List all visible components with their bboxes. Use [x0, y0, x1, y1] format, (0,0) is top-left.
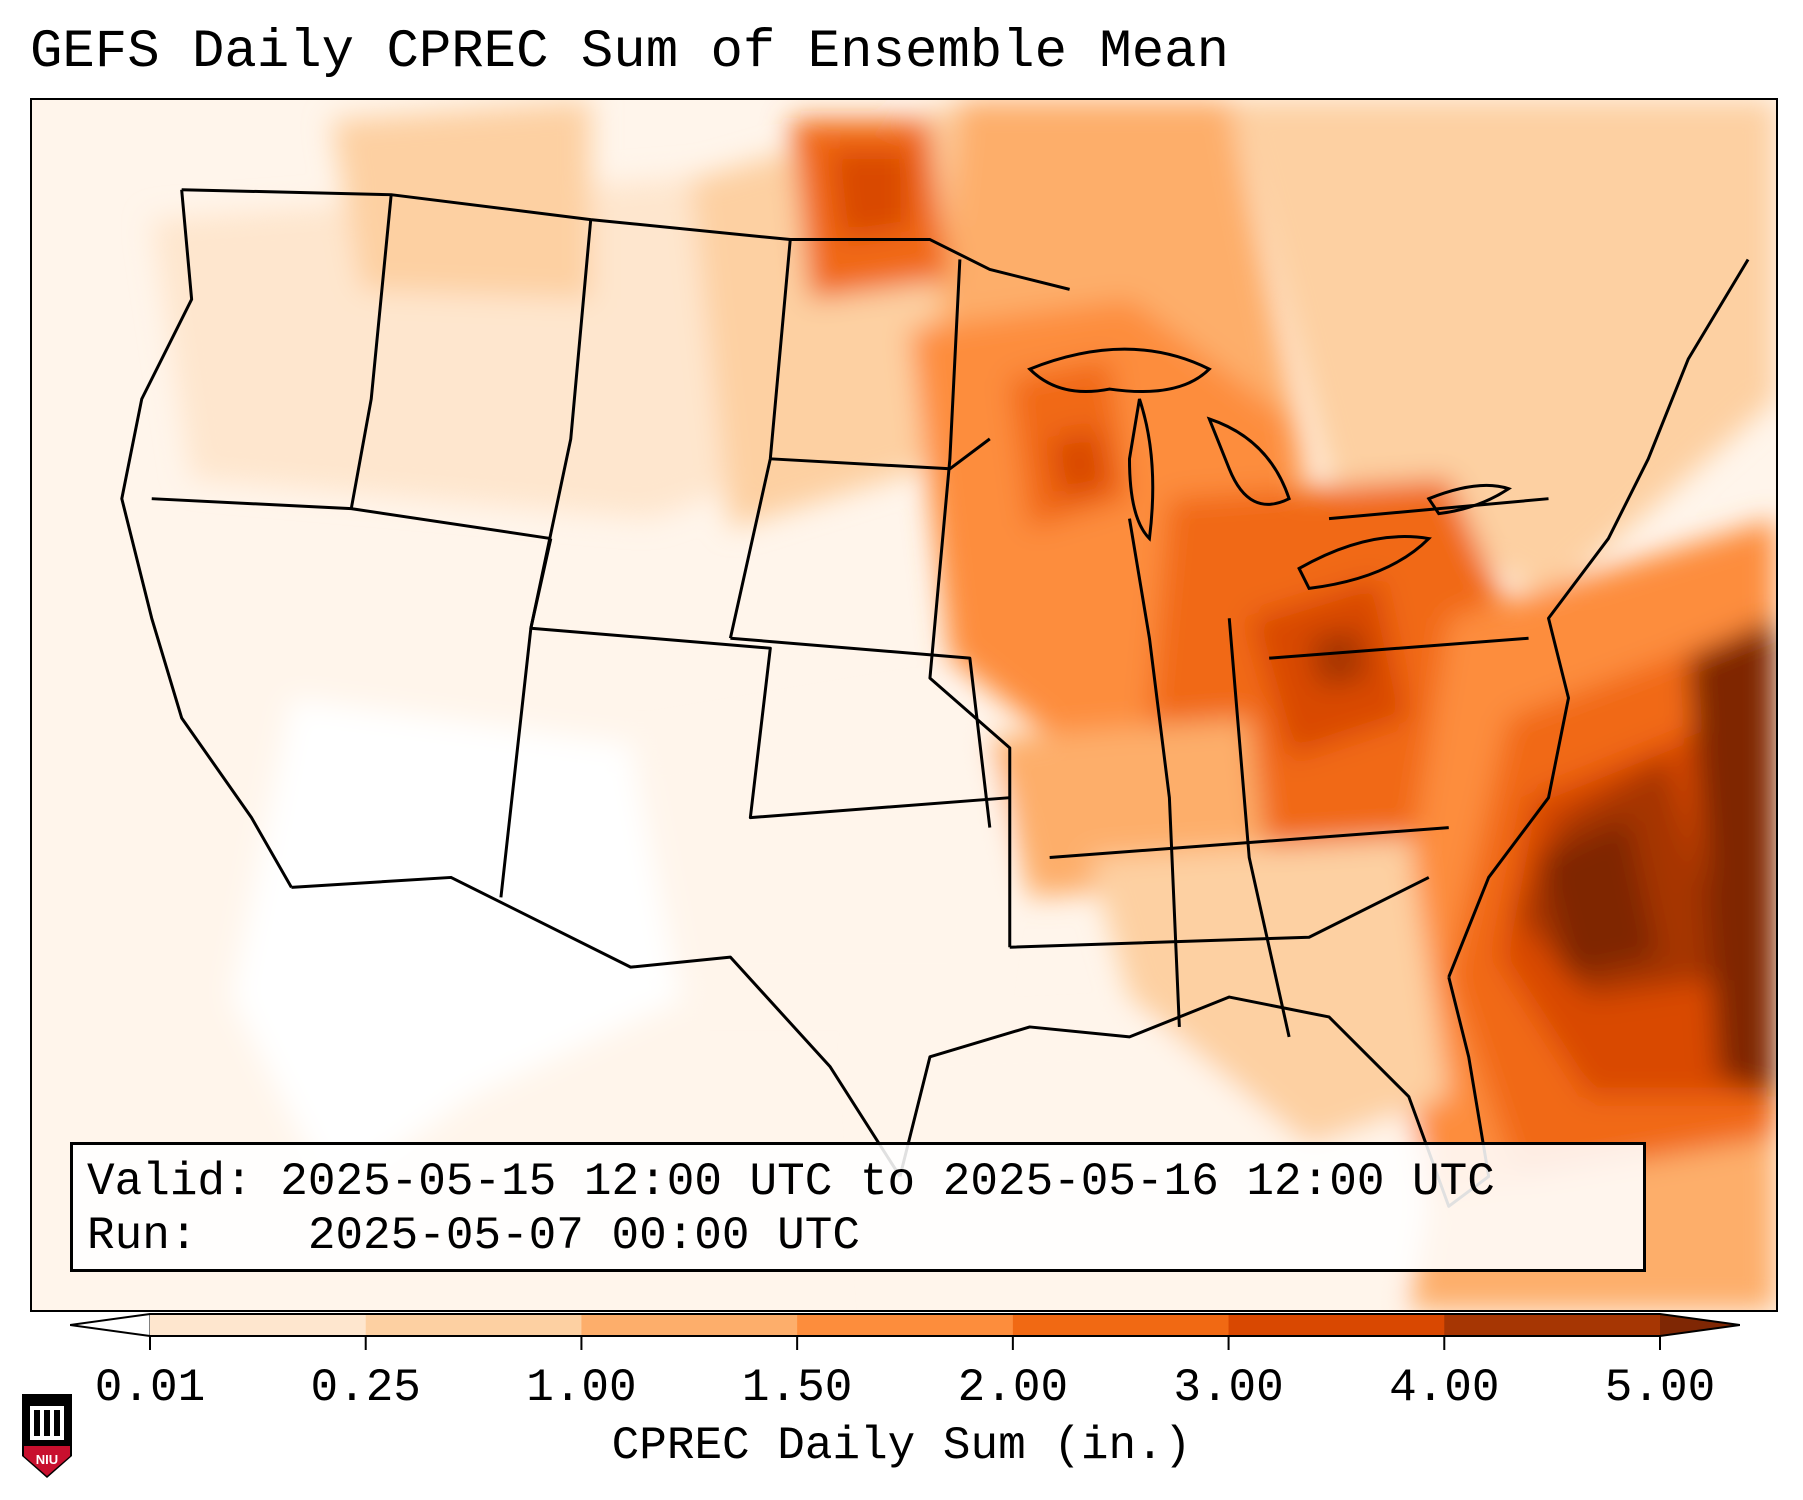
map-frame: Valid: 2025-05-15 12:00 UTC to 2025-05-1… — [30, 98, 1778, 1312]
colorbar-segment — [150, 1314, 367, 1336]
colorbar-tick-label: 4.00 — [1389, 1362, 1500, 1414]
colorbar-segment — [581, 1314, 798, 1336]
page-title: GEFS Daily CPREC Sum of Ensemble Mean — [30, 22, 1229, 83]
colorbar-segment — [1444, 1314, 1661, 1336]
great-lakes — [1027, 347, 1512, 591]
valid-value: 2025-05-15 12:00 UTC to 2025-05-16 12:00… — [280, 1156, 1495, 1208]
colorbar-segment — [797, 1314, 1014, 1336]
colorbar-segments — [70, 1313, 1740, 1337]
colorbar-tick-label: 2.00 — [957, 1362, 1069, 1414]
valid-label: Valid: — [87, 1156, 253, 1208]
colorbar-extend-under — [70, 1313, 151, 1337]
logo-text: NIU — [36, 1452, 58, 1467]
run-label: Run: — [87, 1210, 198, 1262]
colorbar-tick-label: 1.00 — [526, 1362, 637, 1414]
colorbar-tick-label: 1.50 — [741, 1362, 853, 1414]
colorbar-segment — [1012, 1314, 1230, 1336]
colorbar-segment — [1228, 1314, 1445, 1336]
colorbar-label: CPREC Daily Sum (in.) — [611, 1420, 1192, 1472]
colorbar-segment — [365, 1314, 582, 1336]
colorbar-tick-labels: 0.01 0.25 1.00 1.50 2.00 3.00 4.00 5.00 — [0, 1362, 1803, 1422]
valid-run-info-box: Valid: 2025-05-15 12:00 UTC to 2025-05-1… — [70, 1142, 1646, 1272]
colorbar-tick-label: 5.00 — [1604, 1362, 1716, 1414]
colorbar-tickmarks — [149, 1336, 1661, 1350]
colorbar — [70, 1313, 1740, 1350]
state-boundaries — [120, 188, 1750, 1208]
niu-logo: NIU — [22, 1394, 72, 1478]
colorbar-tick-label: 3.00 — [1173, 1362, 1284, 1414]
colorbar-tick-label: 0.25 — [310, 1362, 421, 1414]
run-value: 2025-05-07 00:00 UTC — [307, 1210, 860, 1262]
colorbar-tick-label: 0.01 — [94, 1362, 206, 1414]
colorbar-extend-over — [1660, 1314, 1740, 1336]
precip-field — [151, 100, 1776, 1310]
precip-map — [32, 100, 1776, 1310]
